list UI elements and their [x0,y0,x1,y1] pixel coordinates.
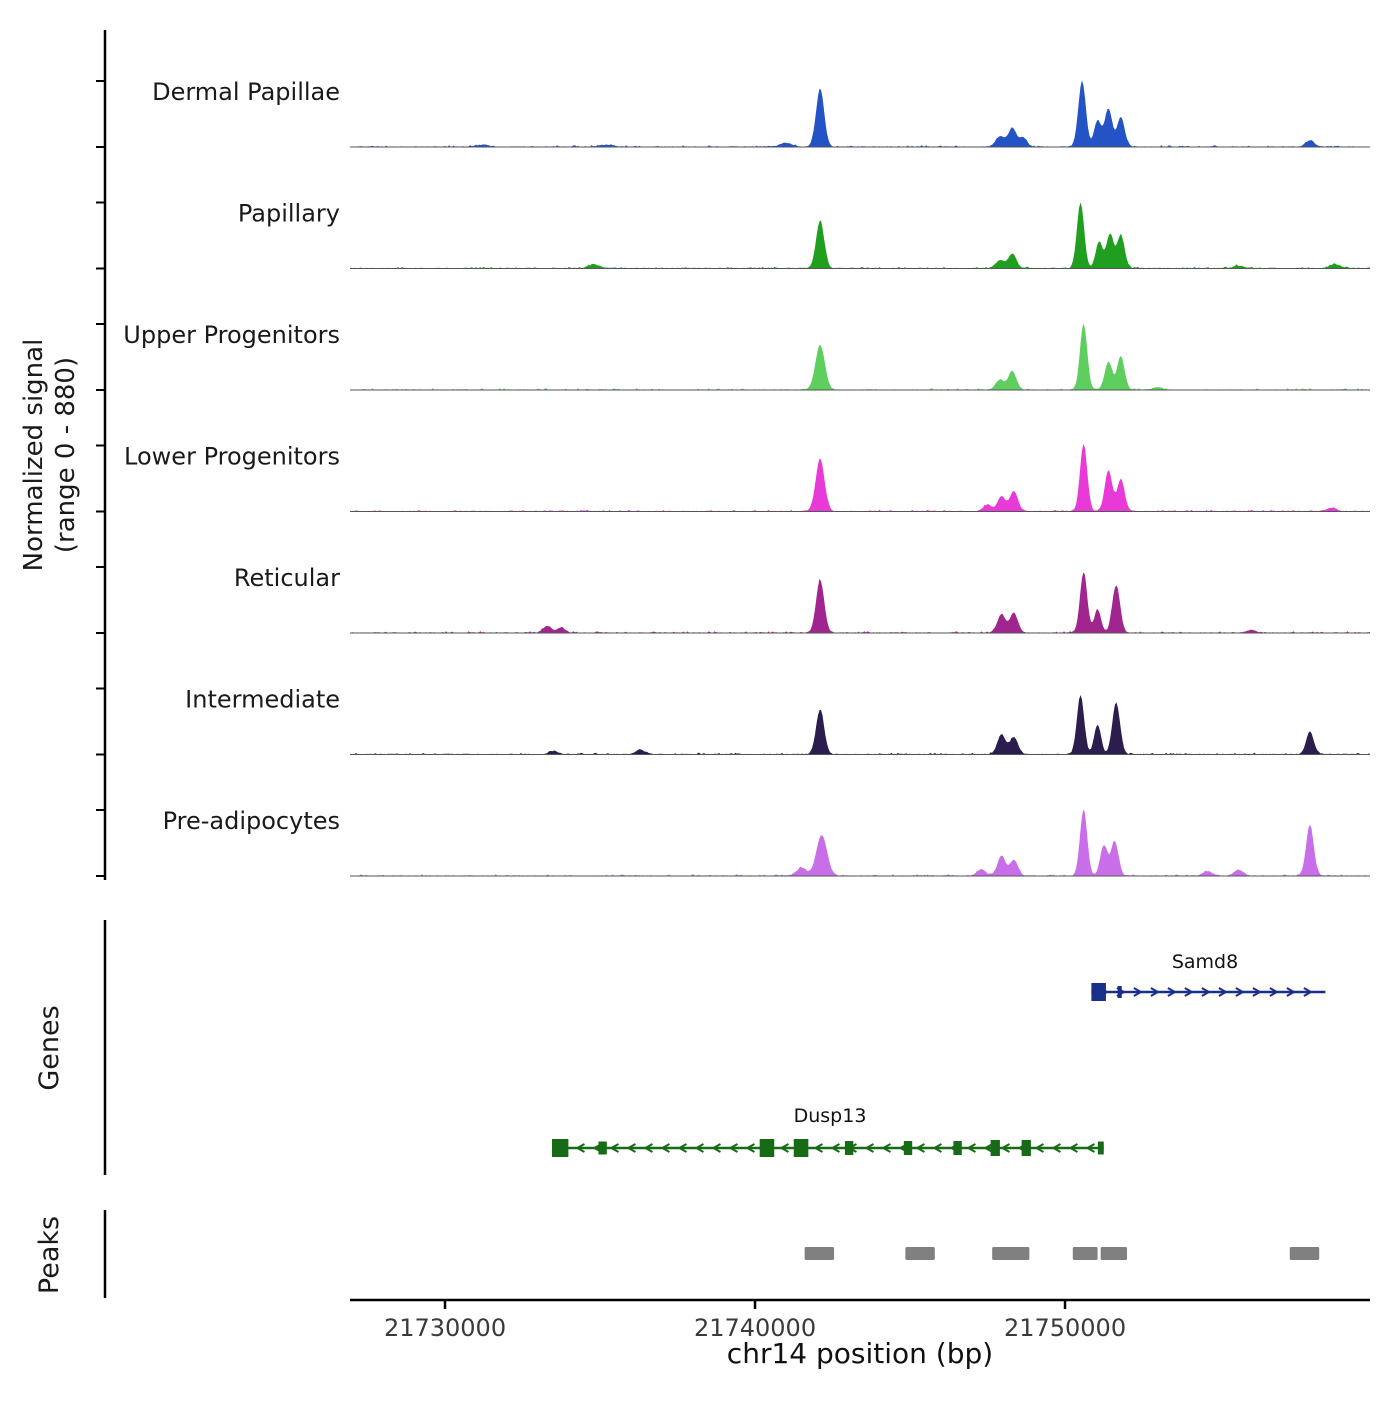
exon-dusp13 [551,1139,569,1157]
strand-arrow-dusp13 [660,1143,670,1153]
strand-arrow-samd8 [1252,987,1262,997]
strand-arrow-dusp13 [864,1143,874,1153]
exon-samd8 [1091,983,1106,1001]
exon-dusp13 [953,1141,962,1155]
signal-area-papillary [350,202,1370,269]
gene-label-dusp13: Dusp13 [794,1105,867,1127]
exon-dusp13 [990,1140,1000,1156]
strand-arrow-dusp13 [932,1143,942,1153]
strand-arrow-dusp13 [728,1143,738,1153]
strand-arrow-samd8 [1269,987,1279,997]
track-label-papillary: Papillary [238,200,340,228]
peak-region [804,1247,835,1260]
strand-arrow-dusp13 [575,1143,585,1153]
track-label-reticular: Reticular [234,564,340,592]
track-label-intermediate: Intermediate [185,686,340,714]
peak-region [1289,1247,1320,1260]
strand-arrow-samd8 [1150,987,1160,997]
gene-label-samd8: Samd8 [1172,951,1238,973]
signal-area-lower-progenitors [350,443,1370,512]
y-axis-label-line2: (range 0 - 880) [51,357,81,553]
exon-dusp13 [598,1141,607,1155]
strand-arrow-dusp13 [711,1143,721,1153]
strand-arrow-dusp13 [966,1143,976,1153]
strand-arrow-dusp13 [1051,1143,1061,1153]
exon-dusp13 [759,1139,775,1157]
x-axis-title: chr14 position (bp) [727,1337,993,1370]
peak-region [992,1247,1030,1260]
exon-dusp13 [903,1141,913,1155]
strand-arrow-samd8 [1201,987,1211,997]
exon-dusp13 [844,1141,854,1155]
strand-arrow-samd8 [1167,987,1177,997]
track-label-dermal-papillae: Dermal Papillae [152,78,340,106]
render-layer: 21730000 21740000 21750000 [96,80,1370,1342]
x-tick-label: 21740000 [694,1314,816,1342]
x-tick-label: 21730000 [384,1314,506,1342]
signal-area-intermediate [350,695,1370,755]
track-label-lower-progenitors: Lower Progenitors [124,443,340,471]
exon-dusp13 [1097,1141,1104,1155]
genes-section-label: Genes [34,1005,65,1090]
strand-arrow-samd8 [1184,987,1194,997]
strand-arrow-dusp13 [1068,1143,1078,1153]
exon-samd8 [1117,986,1122,998]
peaks-section-label: Peaks [34,1216,65,1294]
signal-area-dermal-papillae [350,80,1370,147]
strand-arrow-dusp13 [813,1143,823,1153]
strand-arrow-dusp13 [694,1143,704,1153]
peak-region [1072,1247,1098,1260]
signal-area-pre-adipocytes [350,809,1370,876]
track-label-upper-progenitors: Upper Progenitors [123,321,340,349]
exon-dusp13 [793,1139,809,1157]
x-tick-label: 21750000 [1004,1314,1126,1342]
strand-arrow-samd8 [1286,987,1296,997]
y-axis-label-line1: Normalized signal [19,339,49,572]
strand-arrow-dusp13 [915,1143,925,1153]
strand-arrow-dusp13 [830,1143,840,1153]
strand-arrow-dusp13 [779,1143,789,1153]
track-label-pre-adipocytes: Pre-adipocytes [163,807,340,835]
strand-arrow-samd8 [1218,987,1228,997]
strand-arrow-dusp13 [1000,1143,1010,1153]
exon-dusp13 [1021,1140,1031,1156]
signal-area-upper-progenitors [350,323,1370,390]
peak-region [1100,1247,1128,1260]
strand-arrow-dusp13 [881,1143,891,1153]
strand-arrow-dusp13 [983,1143,993,1153]
strand-arrow-dusp13 [643,1143,653,1153]
strand-arrow-dusp13 [609,1143,619,1153]
peak-region [905,1247,935,1260]
strand-arrow-dusp13 [1034,1143,1044,1153]
strand-arrow-dusp13 [626,1143,636,1153]
signal-area-reticular [350,572,1370,633]
strand-arrow-dusp13 [745,1143,755,1153]
strand-arrow-samd8 [1235,987,1245,997]
strand-arrow-dusp13 [677,1143,687,1153]
strand-arrow-samd8 [1133,987,1143,997]
strand-arrow-samd8 [1303,987,1313,997]
strand-arrow-dusp13 [1085,1143,1095,1153]
